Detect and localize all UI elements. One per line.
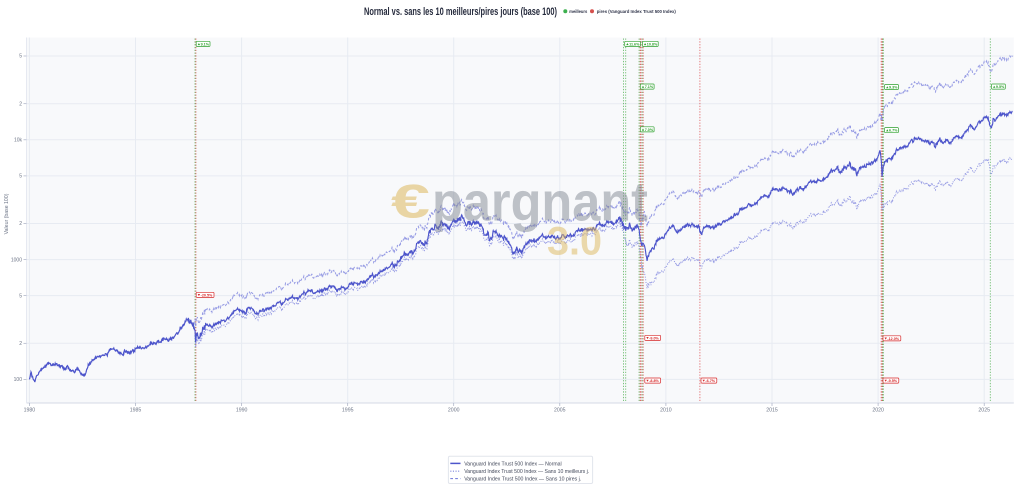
- svg-text:9.1%: 9.1%: [201, 42, 210, 46]
- svg-text:100: 100: [14, 377, 23, 383]
- svg-text:1990: 1990: [236, 408, 248, 414]
- svg-text:Vanguard Index Trust 500 Index: Vanguard Index Trust 500 Index — Sans 10…: [464, 477, 581, 483]
- svg-text:2015: 2015: [766, 408, 778, 414]
- svg-text:9.5%: 9.5%: [996, 85, 1005, 89]
- svg-text:2025: 2025: [978, 408, 990, 414]
- svg-text:1980: 1980: [24, 408, 36, 414]
- svg-text:-9.5%: -9.5%: [887, 379, 897, 383]
- svg-text:-20.5%: -20.5%: [201, 293, 213, 297]
- svg-text:-8.8%: -8.8%: [649, 379, 659, 383]
- svg-text:2: 2: [19, 221, 22, 227]
- svg-text:10.8%: 10.8%: [647, 42, 658, 46]
- svg-text:2: 2: [19, 101, 22, 107]
- svg-text:meilleurs: meilleurs: [569, 9, 587, 14]
- svg-text:-12.0%: -12.0%: [887, 337, 899, 341]
- svg-text:Vanguard Index Trust 500 Index: Vanguard Index Trust 500 Index — Sans 10…: [464, 469, 589, 475]
- svg-text:5: 5: [19, 293, 22, 299]
- svg-text:6.7%: 6.7%: [889, 129, 898, 133]
- svg-text:3.0: 3.0: [547, 220, 602, 264]
- svg-text:1000: 1000: [11, 257, 22, 263]
- svg-text:2010: 2010: [660, 408, 672, 414]
- svg-text:11.6%: 11.6%: [629, 42, 640, 46]
- svg-text:7.0%: 7.0%: [645, 128, 654, 132]
- svg-text:2005: 2005: [554, 408, 566, 414]
- svg-text:7.1%: 7.1%: [645, 85, 654, 89]
- svg-text:-9.0%: -9.0%: [649, 336, 659, 340]
- svg-text:pargnant: pargnant: [432, 171, 648, 233]
- svg-text:9.3%: 9.3%: [889, 86, 898, 90]
- svg-text:Valeur (base 100): Valeur (base 100): [4, 193, 10, 234]
- svg-text:-6.7%: -6.7%: [705, 379, 715, 383]
- svg-text:5: 5: [19, 174, 22, 180]
- svg-text:pires (Vanguard Index Trust 50: pires (Vanguard Index Trust 500 Index): [597, 9, 676, 14]
- svg-text:1995: 1995: [342, 408, 354, 414]
- svg-text:2: 2: [19, 341, 22, 347]
- svg-text:1985: 1985: [130, 408, 142, 414]
- svg-text:Normal vs. sans les 10 meilleu: Normal vs. sans les 10 meilleurs/pires j…: [364, 6, 557, 18]
- svg-text:Vanguard Index Trust 500 Index: Vanguard Index Trust 500 Index — Normal: [464, 461, 562, 467]
- svg-text:2000: 2000: [448, 408, 460, 414]
- svg-text:2020: 2020: [872, 408, 884, 414]
- svg-text:5: 5: [19, 54, 22, 60]
- svg-text:10k: 10k: [14, 138, 23, 144]
- svg-text:€: €: [391, 175, 430, 228]
